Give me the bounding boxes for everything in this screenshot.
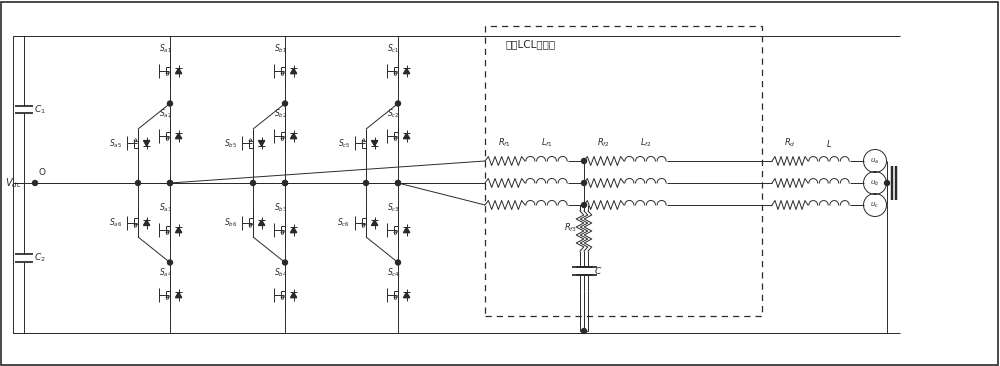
Text: $S_{b3}$: $S_{b3}$ xyxy=(274,201,287,214)
Polygon shape xyxy=(371,141,378,146)
Polygon shape xyxy=(403,292,410,298)
Text: O: O xyxy=(39,168,46,177)
Text: $S_{a2}$: $S_{a2}$ xyxy=(159,107,172,120)
Circle shape xyxy=(168,180,173,186)
Text: 三相LCL滤波器: 三相LCL滤波器 xyxy=(505,39,555,49)
Text: $C_2$: $C_2$ xyxy=(34,252,46,264)
Text: $S_{b1}$: $S_{b1}$ xyxy=(274,42,287,55)
Circle shape xyxy=(32,180,38,186)
Circle shape xyxy=(168,180,173,186)
Circle shape xyxy=(283,260,288,265)
Text: $u_c$: $u_c$ xyxy=(870,201,880,210)
Polygon shape xyxy=(371,220,378,225)
Polygon shape xyxy=(403,68,410,74)
Polygon shape xyxy=(175,68,182,74)
Text: $u_a$: $u_a$ xyxy=(870,156,880,165)
Text: $R_{f2}$: $R_{f2}$ xyxy=(597,137,611,149)
Circle shape xyxy=(364,180,368,186)
Polygon shape xyxy=(290,227,297,233)
Text: $S_{a4}$: $S_{a4}$ xyxy=(159,266,172,279)
Polygon shape xyxy=(258,220,265,225)
Circle shape xyxy=(283,180,288,186)
Polygon shape xyxy=(175,292,182,298)
Circle shape xyxy=(582,202,586,208)
Text: $L_{f1}$: $L_{f1}$ xyxy=(541,137,552,149)
Text: $L_{f2}$: $L_{f2}$ xyxy=(640,137,651,149)
Text: $R_{f3}$: $R_{f3}$ xyxy=(564,222,577,234)
Text: $V_{dc}$: $V_{dc}$ xyxy=(5,176,22,190)
Text: $S_{b5}$: $S_{b5}$ xyxy=(224,137,237,149)
Text: $R_d$: $R_d$ xyxy=(784,137,796,149)
Text: $C$: $C$ xyxy=(594,265,602,276)
Text: $S_{a6}$: $S_{a6}$ xyxy=(109,217,122,229)
Text: $S_{a1}$: $S_{a1}$ xyxy=(159,42,172,55)
Circle shape xyxy=(283,180,288,186)
Circle shape xyxy=(168,101,173,106)
Text: $S_{b6}$: $S_{b6}$ xyxy=(224,217,237,229)
Polygon shape xyxy=(143,141,150,146)
Polygon shape xyxy=(175,227,182,233)
Circle shape xyxy=(396,101,400,106)
Text: $S_{c3}$: $S_{c3}$ xyxy=(387,201,400,214)
Text: $L$: $L$ xyxy=(826,138,832,149)
Polygon shape xyxy=(258,141,265,146)
Circle shape xyxy=(136,180,140,186)
Polygon shape xyxy=(290,133,297,139)
Text: $S_{a3}$: $S_{a3}$ xyxy=(159,201,172,214)
Circle shape xyxy=(582,329,586,333)
Circle shape xyxy=(582,180,586,186)
Polygon shape xyxy=(175,133,182,139)
Text: $S_{c4}$: $S_{c4}$ xyxy=(387,266,400,279)
Text: $C_1$: $C_1$ xyxy=(34,103,46,116)
Polygon shape xyxy=(403,227,410,233)
Text: $S_{a5}$: $S_{a5}$ xyxy=(109,137,122,149)
Circle shape xyxy=(582,158,586,164)
Text: $u_b$: $u_b$ xyxy=(870,178,880,188)
Text: $S_{c2}$: $S_{c2}$ xyxy=(387,107,400,120)
Text: $R_{f1}$: $R_{f1}$ xyxy=(498,137,512,149)
Text: $S_{c6}$: $S_{c6}$ xyxy=(337,217,350,229)
Circle shape xyxy=(168,260,173,265)
Circle shape xyxy=(396,260,400,265)
Text: $S_{b4}$: $S_{b4}$ xyxy=(274,266,287,279)
Circle shape xyxy=(396,180,400,186)
Polygon shape xyxy=(143,220,150,225)
Polygon shape xyxy=(290,292,297,298)
Text: $S_{c1}$: $S_{c1}$ xyxy=(387,42,400,55)
Polygon shape xyxy=(403,133,410,139)
Text: $S_{b2}$: $S_{b2}$ xyxy=(274,107,287,120)
Circle shape xyxy=(250,180,255,186)
Circle shape xyxy=(396,180,400,186)
Text: $S_{c5}$: $S_{c5}$ xyxy=(338,137,350,149)
Circle shape xyxy=(884,180,890,186)
Circle shape xyxy=(283,101,288,106)
Polygon shape xyxy=(290,68,297,74)
